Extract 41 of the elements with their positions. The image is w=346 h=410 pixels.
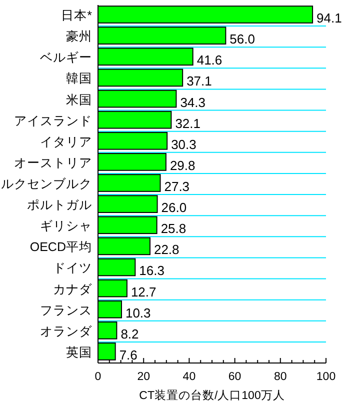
data-label: 25.8 [160,221,186,236]
data-label: 32.1 [175,116,200,131]
data-label: 56.0 [230,32,255,47]
data-label: 34.3 [180,94,206,110]
x-axis-title: CT装置の台数/人口100万人 [139,389,285,402]
data-label: 41.6 [196,52,222,68]
data-label: 16.3 [139,263,164,278]
x-tick-label: 0 [94,371,102,383]
data-label: 29.8 [170,158,196,173]
y-tick-label: OECD平均 [30,240,92,254]
y-tick-label: ドイツ [53,261,92,276]
y-tick-label: 韓国 [66,72,92,86]
y-tick-label: ベルギー [40,50,92,65]
y-tick-label: 日本* [61,8,92,23]
data-label: 8.2 [120,326,139,342]
y-tick-label: アイスランド [14,114,92,128]
x-tick-label: 100 [316,371,336,383]
data-label: 30.3 [171,136,196,152]
y-tick-label: オーストリア [14,156,92,170]
x-tick-label: 40 [182,371,196,383]
y-tick-label: ルクセンブルク [1,177,92,191]
data-label: 37.1 [186,74,212,89]
y-tick-label: ポルトガル [27,198,92,212]
data-label: 26.0 [161,200,187,216]
data-label: 10.3 [125,305,151,320]
y-tick-label: カナダ [53,282,93,296]
y-tick-label: 英国 [66,345,92,360]
data-label: 22.8 [154,242,180,258]
y-tick-label: ギリシャ [40,219,92,234]
x-tick-label: 80 [274,371,287,383]
data-label: 7.6 [119,347,138,362]
y-tick-label: 米国 [66,92,92,107]
x-tick-label: 20 [137,371,150,383]
y-tick-label: 豪州 [66,30,92,44]
data-label: 12.7 [130,284,156,300]
data-label: 27.3 [164,179,190,194]
x-tick-label: 60 [228,371,242,383]
y-tick-label: オランダ [40,324,93,338]
y-tick-label: フランス [40,303,92,318]
y-tick-label: イタリア [40,134,92,149]
data-label: 94.1 [316,10,342,26]
